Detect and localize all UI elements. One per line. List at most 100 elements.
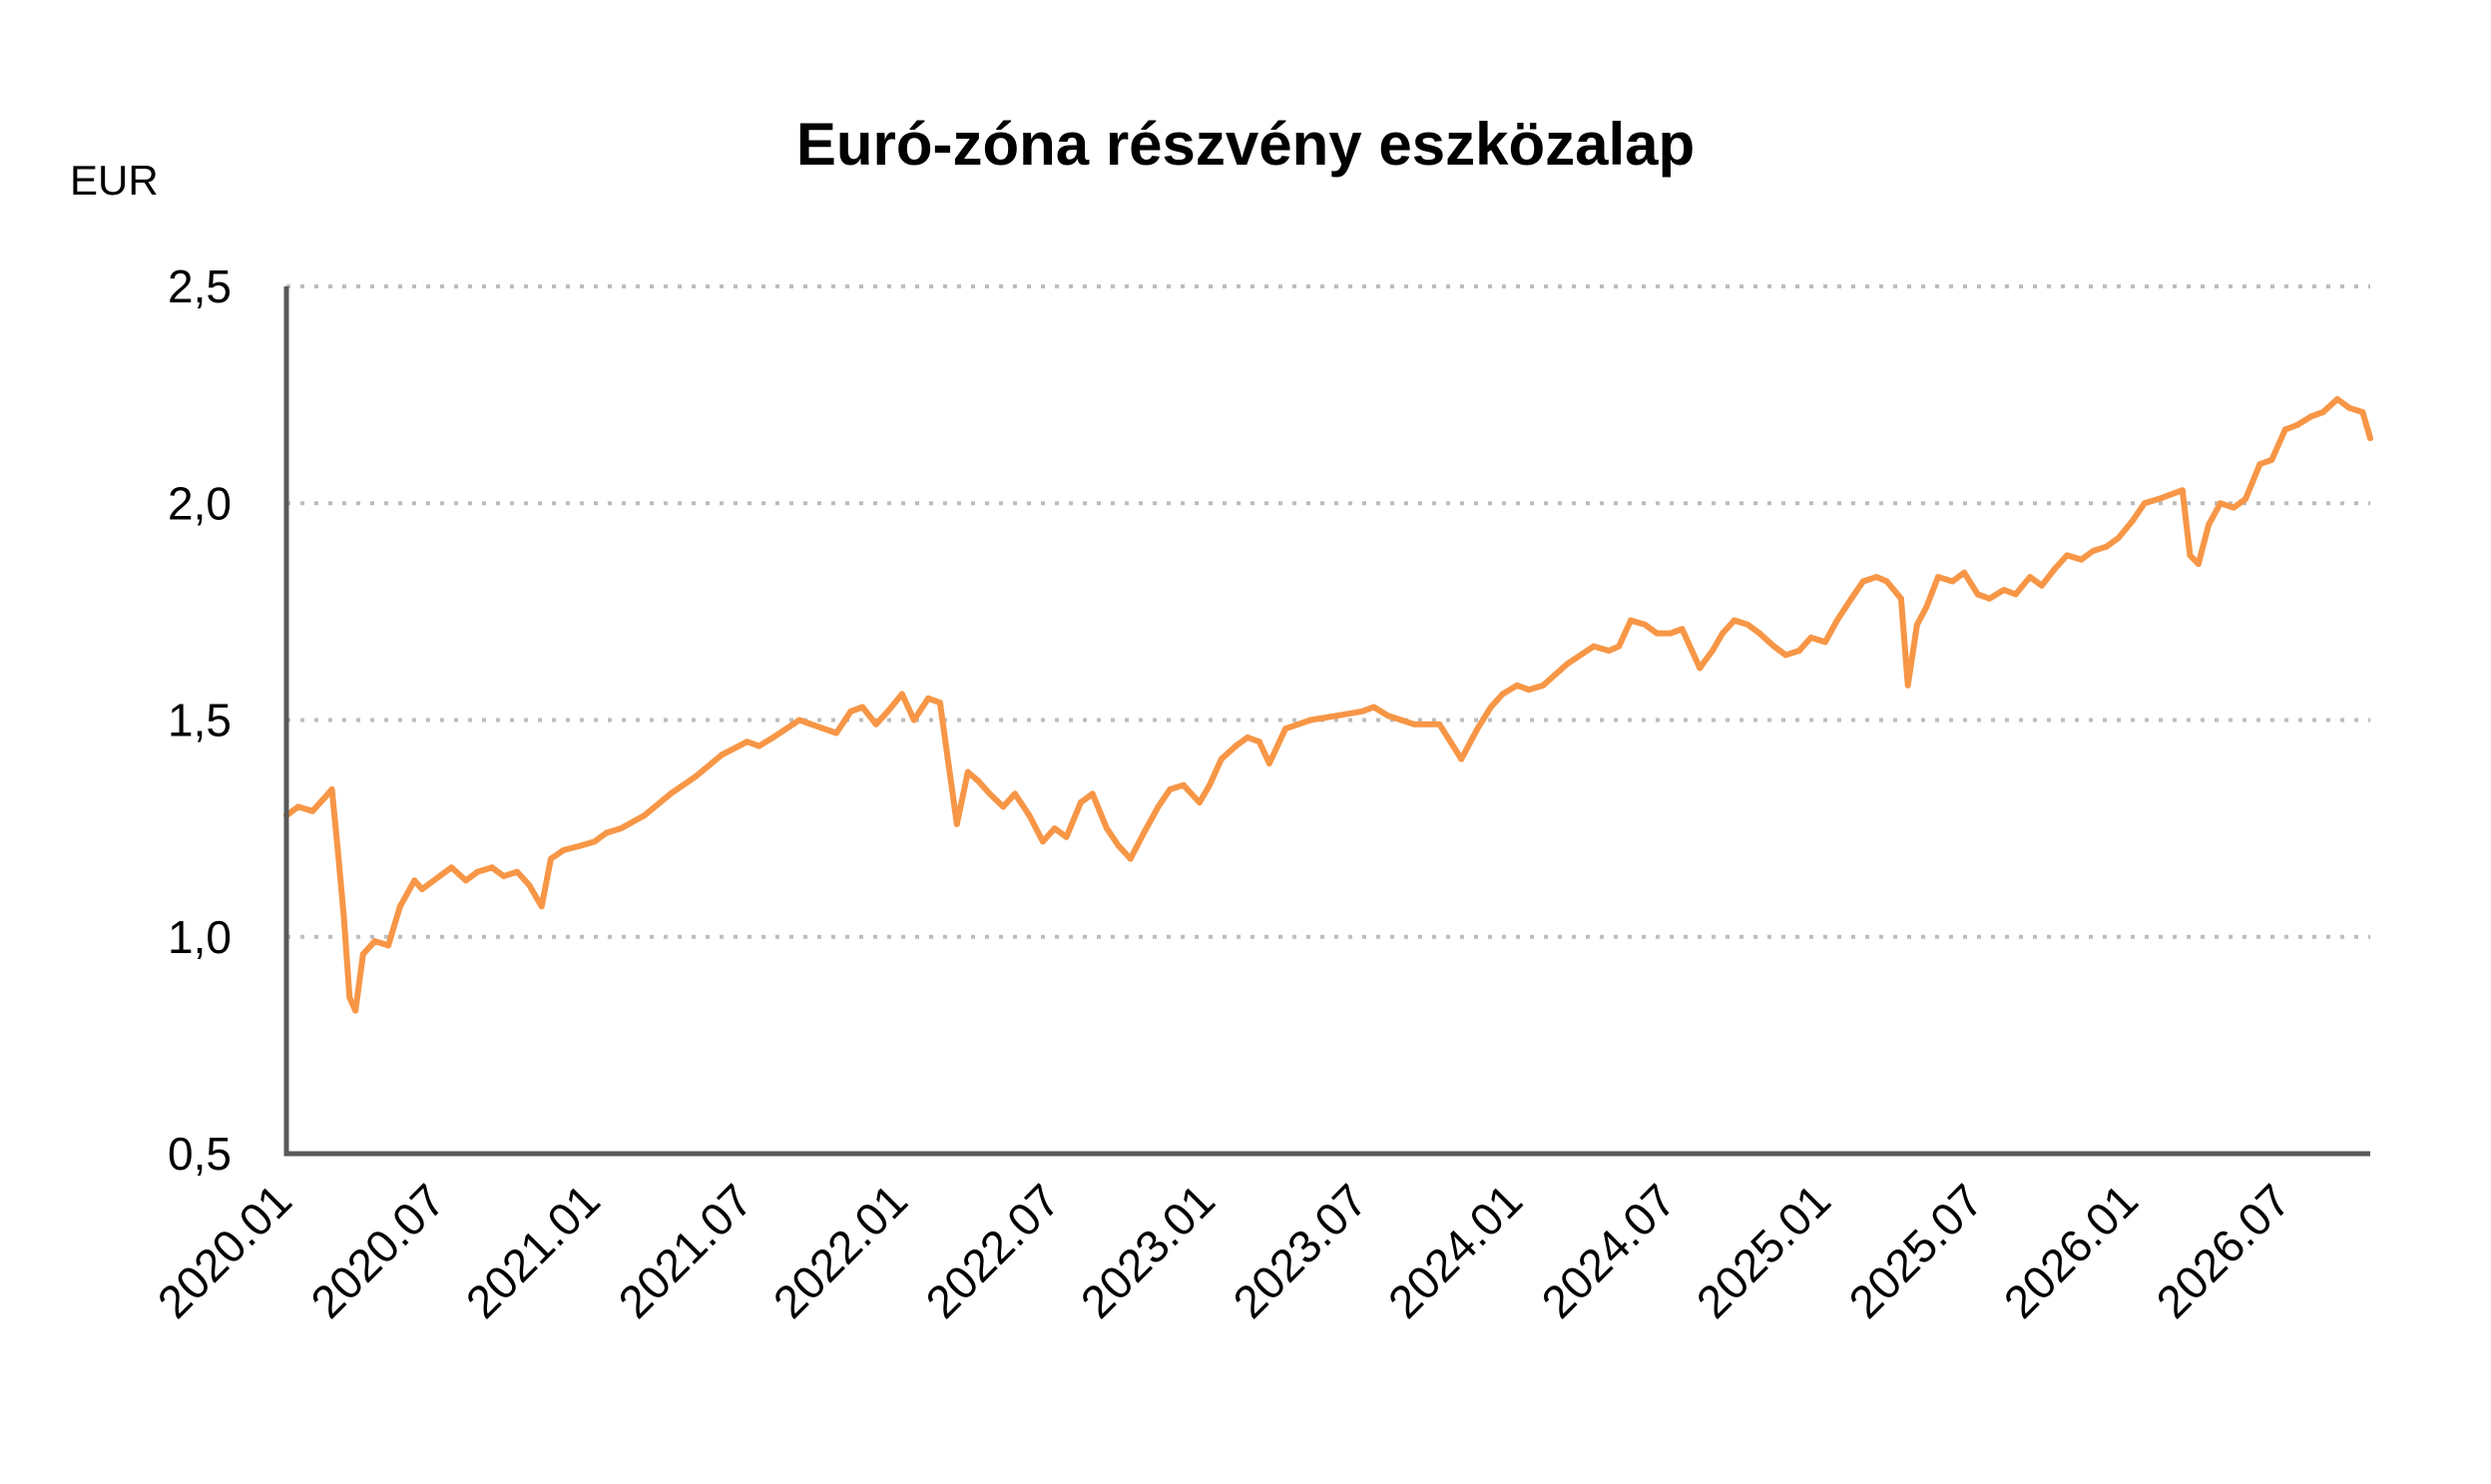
data-point: [1744, 621, 1751, 628]
data-point: [474, 868, 481, 875]
data-point: [1782, 652, 1789, 659]
data-point: [1770, 643, 1777, 650]
data-point: [1821, 639, 1828, 646]
data-point: [2195, 561, 2202, 568]
data-point: [1833, 617, 1840, 624]
data-point: [1795, 648, 1802, 654]
data-point: [385, 942, 392, 949]
data-point: [1196, 799, 1203, 806]
data-point: [309, 807, 316, 814]
data-point: [1873, 574, 1880, 581]
data-point: [1935, 574, 1941, 581]
data-point: [898, 691, 905, 698]
data-point: [2141, 500, 2148, 507]
data-point: [744, 739, 750, 745]
data-point: [1255, 739, 1262, 745]
x-tick-label: 2022.07: [915, 1174, 1069, 1327]
data-point: [2268, 456, 2275, 463]
data-point: [2293, 422, 2300, 428]
data-point: [925, 695, 932, 702]
y-axis-tick-labels: 0,5 1,0 1,5 2,0 2,5: [168, 260, 232, 1180]
data-point: [1127, 855, 1134, 862]
data-point: [1904, 682, 1911, 689]
data-point: [462, 877, 469, 884]
data-point: [1282, 726, 1288, 733]
data-point: [1709, 648, 1716, 654]
data-point: [1245, 734, 1250, 741]
data-point: [2179, 487, 2186, 494]
data-point: [1667, 630, 1674, 637]
data-point: [1974, 591, 1981, 598]
data-point: [514, 868, 521, 875]
data-point: [2206, 522, 2212, 528]
data-point: [1104, 825, 1110, 832]
data-point: [2359, 409, 2366, 415]
data-point: [538, 903, 545, 910]
data-point: [1525, 687, 1532, 694]
data-point: [1848, 595, 1855, 602]
data-point: [1370, 704, 1377, 711]
data-point: [2090, 548, 2097, 554]
data-point: [1265, 760, 1272, 766]
data-point: [1616, 643, 1623, 650]
x-tick-label: 2024.01: [1378, 1174, 1532, 1327]
data-point: [591, 838, 598, 845]
data-point: [910, 717, 917, 724]
data-point: [1000, 803, 1007, 810]
data-point: [411, 877, 418, 884]
data-point: [884, 708, 891, 715]
data-point: [1679, 626, 1686, 633]
data-point: [1436, 721, 1443, 728]
data-point: [340, 912, 347, 918]
data-point: [2168, 491, 2174, 498]
data-point: [346, 994, 353, 1001]
data-point: [936, 700, 943, 707]
data-point: [1756, 630, 1763, 637]
data-point: [693, 773, 700, 779]
data-point: [1913, 621, 1920, 628]
y-tick-label: 1,0: [168, 911, 232, 963]
data-point: [1141, 829, 1148, 836]
data-point: [1642, 621, 1649, 628]
data-point: [1207, 781, 1213, 788]
data-point: [618, 825, 625, 832]
x-tick-label: 2021.07: [608, 1174, 761, 1327]
data-point: [796, 717, 802, 724]
data-point: [1063, 833, 1070, 840]
data-point: [2334, 396, 2341, 402]
data-point: [577, 842, 584, 849]
chart-title: Euró-zóna részvény eszközalap: [796, 111, 1695, 178]
data-point: [1628, 617, 1634, 624]
data-point: [1540, 682, 1547, 689]
data-point: [2038, 582, 2045, 589]
data-point: [820, 726, 827, 733]
data-point: [334, 846, 341, 853]
data-point: [2000, 587, 2007, 594]
data-point: [872, 721, 879, 728]
data-point: [2078, 556, 2085, 563]
data-point: [2187, 552, 2194, 559]
series-line: [283, 396, 2373, 1014]
data-point: [2064, 552, 2071, 559]
data-point: [847, 708, 854, 715]
data-point: [548, 855, 554, 862]
x-tick-label: 2020.01: [148, 1174, 301, 1327]
data-point: [1606, 648, 1612, 654]
data-point: [1218, 755, 1225, 762]
data-point: [1051, 825, 1058, 832]
data-point: [1654, 630, 1661, 637]
data-point: [833, 730, 840, 737]
data-point: [2115, 535, 2122, 541]
data-point: [1807, 634, 1814, 641]
data-point: [2319, 409, 2326, 415]
x-tick-label: 2024.07: [1531, 1174, 1685, 1327]
data-point: [1720, 630, 1726, 637]
data-point: [2103, 543, 2110, 550]
data-point: [328, 786, 335, 792]
data-point: [1949, 578, 1956, 585]
x-tick-label: 2026.07: [2146, 1174, 2299, 1327]
axes: [283, 286, 2370, 1157]
data-point: [2242, 495, 2249, 502]
data-point: [1883, 578, 1890, 585]
